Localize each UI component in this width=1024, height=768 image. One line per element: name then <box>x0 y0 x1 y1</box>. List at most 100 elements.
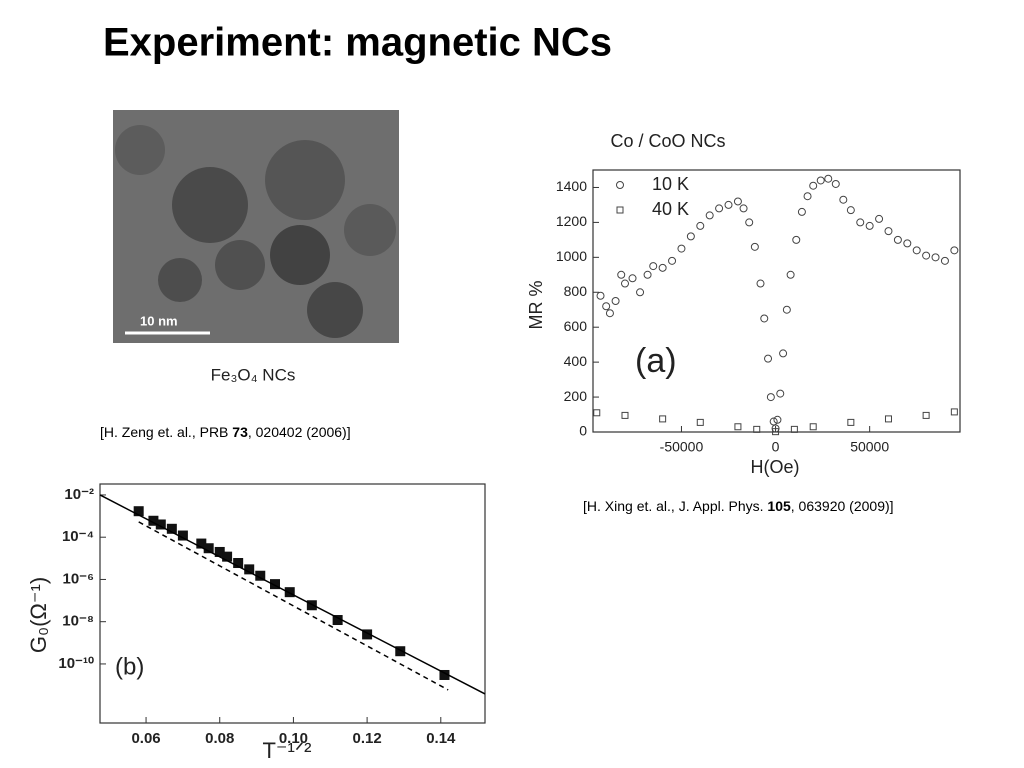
data-point <box>779 349 788 358</box>
data-point <box>636 288 645 297</box>
scale-label: 10 nm <box>140 313 178 328</box>
data-point <box>847 418 855 426</box>
y-tick-label: 400 <box>564 353 588 369</box>
data-point <box>756 279 765 288</box>
data-point <box>284 587 295 598</box>
x-tick-label: 50000 <box>850 439 889 455</box>
y-tick-label: 10⁻⁶ <box>62 570 94 587</box>
legend-marker <box>616 206 624 214</box>
tem-image: 10 nm <box>113 110 399 343</box>
data-point <box>950 246 959 255</box>
chart-title: Co / CoO NCs <box>610 131 725 151</box>
ref-text: , 063920 (2009)] <box>790 498 894 514</box>
data-point <box>912 246 921 255</box>
data-point <box>865 221 874 230</box>
x-tick-label: 0.06 <box>131 730 160 747</box>
y-tick-label: 10⁻² <box>64 486 94 503</box>
data-point <box>133 506 144 517</box>
y-tick-label: 800 <box>564 283 588 299</box>
x-tick-label: -50000 <box>660 439 704 455</box>
data-point <box>620 279 629 288</box>
data-point <box>593 409 601 417</box>
x-tick-label: 0.08 <box>205 730 234 747</box>
legend-label: 40 K <box>652 199 689 219</box>
y-tick-label: 0 <box>579 423 587 439</box>
reference: [H. Xing et. al., J. Appl. Phys. 105, 06… <box>583 498 894 514</box>
data-point <box>643 270 652 279</box>
reference: [H. Zeng et. al., PRB 73, 020402 (2006)] <box>100 424 351 440</box>
x-axis-label: T⁻¹ᐟ² <box>262 738 311 763</box>
data-point <box>816 176 825 185</box>
data-point <box>766 393 775 402</box>
data-point <box>846 206 855 215</box>
annotation: (b) <box>115 653 144 680</box>
data-point <box>270 579 280 590</box>
x-tick-label: 0.14 <box>426 730 456 747</box>
data-point <box>677 244 686 253</box>
data-point <box>893 235 902 244</box>
data-point <box>621 411 629 419</box>
data-point <box>658 263 667 272</box>
y-tick-label: 600 <box>564 318 588 334</box>
y-axis-label: MR % <box>526 281 546 330</box>
data-point <box>244 564 255 575</box>
data-point <box>776 389 785 398</box>
ref-text: [H. Zeng et. al., PRB <box>100 424 233 440</box>
data-point <box>155 519 166 530</box>
ref-text: , 020402 (2006)] <box>247 424 351 440</box>
data-point <box>255 570 266 581</box>
data-point <box>715 204 724 213</box>
plot-frame <box>99 483 486 724</box>
data-point <box>903 239 912 248</box>
y-axis-label: G₀(Ω⁻¹) <box>26 577 51 653</box>
data-point <box>922 251 931 260</box>
data-point <box>884 227 893 236</box>
data-point <box>166 523 177 534</box>
ref-volume: 105 <box>767 498 791 514</box>
data-point <box>602 302 611 311</box>
y-tick-label: 10⁻¹⁰ <box>58 655 94 672</box>
data-point <box>884 415 892 423</box>
data-point <box>792 235 801 244</box>
data-point <box>803 192 812 201</box>
fit-line <box>99 494 486 695</box>
data-point <box>439 669 450 680</box>
x-tick-label: 0 <box>772 439 780 455</box>
data-point <box>940 256 949 265</box>
data-point <box>764 354 773 363</box>
data-point <box>203 543 214 554</box>
ref-text: [H. Xing et. al., J. Appl. Phys. <box>583 498 768 514</box>
data-point <box>696 221 705 230</box>
data-point <box>686 232 695 241</box>
legend-label: 10 K <box>652 174 689 194</box>
data-point <box>724 200 733 209</box>
y-tick-label: 10⁻⁴ <box>62 528 94 545</box>
annotation: (a) <box>635 342 677 380</box>
x-axis-label: H(Oe) <box>751 457 800 477</box>
image-caption: Fe₃O₄ NCs <box>211 365 296 384</box>
data-point <box>782 305 791 314</box>
data-point <box>395 646 406 657</box>
data-point <box>214 546 225 557</box>
data-point <box>222 551 233 562</box>
data-point <box>617 270 626 279</box>
slide-title: Experiment: magnetic NCs <box>103 21 612 65</box>
data-point <box>950 408 958 416</box>
data-point <box>734 423 742 431</box>
data-point <box>148 515 159 526</box>
data-point <box>696 418 704 426</box>
data-point <box>733 197 742 206</box>
data-point <box>772 428 780 436</box>
data-point <box>875 214 884 223</box>
data-point <box>739 204 748 213</box>
x-tick-label: 0.10 <box>279 730 308 747</box>
legend-marker <box>616 181 624 189</box>
data-point <box>177 530 188 541</box>
data-point <box>705 211 714 220</box>
y-tick-label: 200 <box>564 388 588 404</box>
data-point <box>856 218 865 227</box>
data-point <box>750 242 759 251</box>
data-point <box>809 423 817 431</box>
x-tick-label: 0.12 <box>353 730 382 747</box>
data-point <box>790 425 798 433</box>
